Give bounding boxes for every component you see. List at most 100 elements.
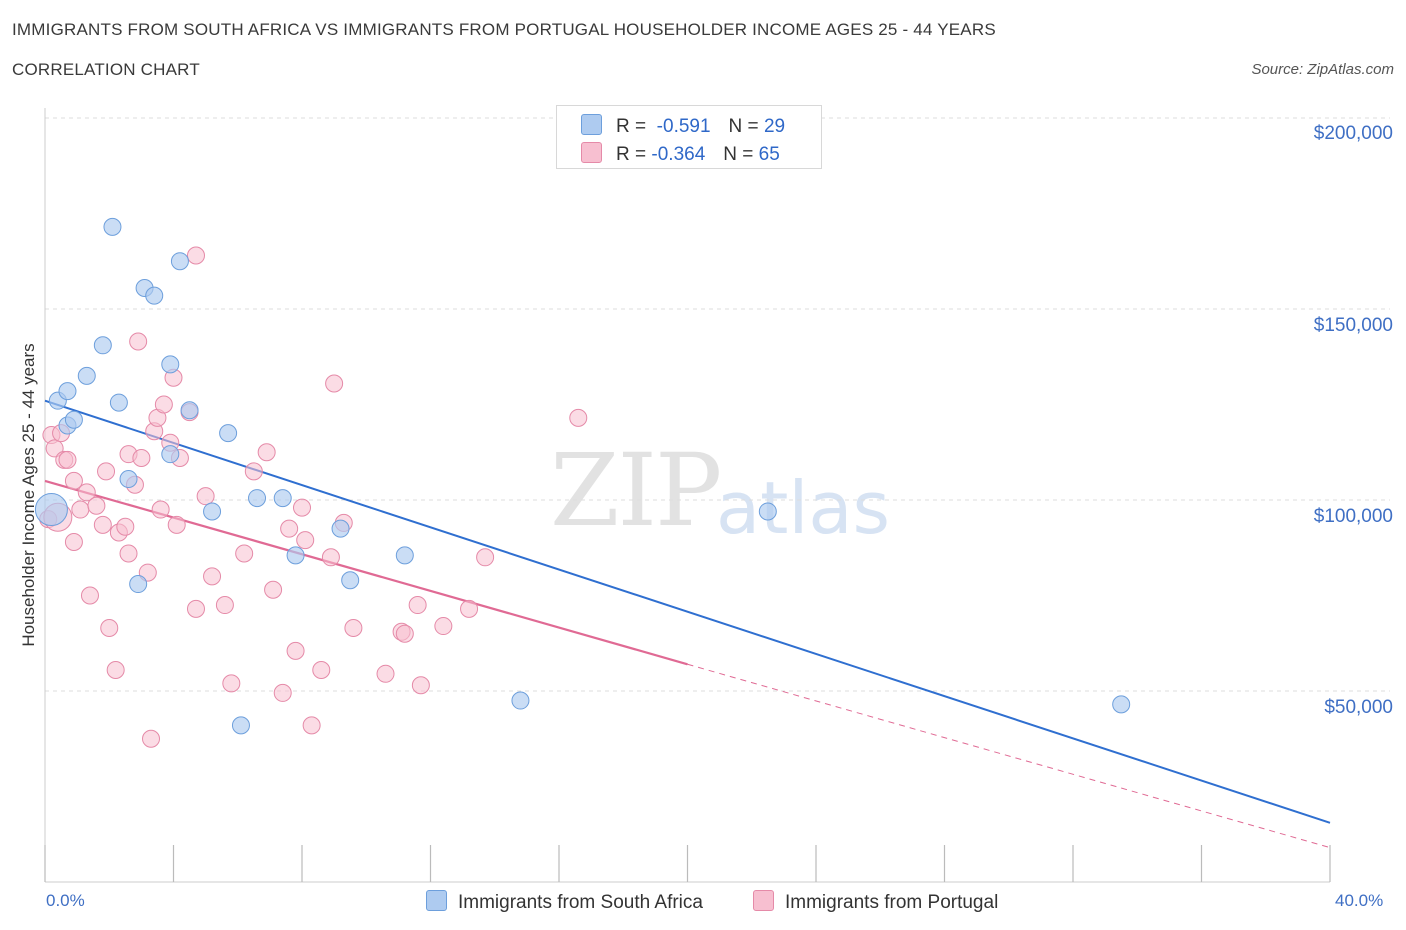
point-portugal	[58, 450, 77, 469]
point-south-africa	[341, 571, 360, 590]
point-portugal	[476, 548, 495, 567]
point-portugal	[344, 618, 363, 637]
south-africa-swatch	[581, 114, 602, 135]
y-tick-label-100000: $100,000	[1313, 506, 1393, 527]
point-portugal	[132, 448, 151, 467]
portugal-swatch	[581, 142, 602, 163]
point-portugal	[129, 332, 148, 351]
source-label: Source: ZipAtlas.com	[1251, 61, 1394, 78]
point-portugal	[235, 544, 254, 563]
point-south-africa	[1112, 695, 1131, 714]
point-portugal	[280, 519, 299, 538]
n-label: N =	[723, 144, 754, 165]
south-africa-swatch	[426, 890, 447, 911]
point-south-africa	[64, 410, 83, 429]
point-portugal	[286, 641, 305, 660]
n-label: N =	[728, 116, 759, 137]
trend-lines	[44, 399, 1331, 849]
point-portugal	[97, 462, 116, 481]
point-south-africa	[273, 489, 292, 508]
point-south-africa	[93, 336, 112, 355]
point-portugal	[100, 618, 119, 637]
point-portugal	[460, 599, 479, 618]
point-portugal	[257, 443, 276, 462]
point-portugal	[244, 462, 263, 481]
point-portugal	[87, 496, 106, 515]
point-portugal	[302, 716, 321, 735]
point-portugal	[395, 624, 414, 643]
point-south-africa	[109, 393, 128, 412]
y-tick-label-50000: $50,000	[1324, 697, 1393, 718]
n-value: 29	[763, 116, 786, 137]
point-south-africa	[286, 546, 305, 565]
point-south-africa	[203, 502, 222, 521]
point-south-africa	[180, 401, 199, 420]
point-portugal	[312, 660, 331, 679]
point-south-africa	[248, 489, 267, 508]
point-portugal	[64, 533, 83, 552]
point-south-africa	[161, 355, 180, 374]
point-south-africa	[219, 424, 238, 443]
point-portugal	[71, 500, 90, 519]
point-portugal	[222, 674, 241, 693]
point-portugal	[93, 515, 112, 534]
point-south-africa	[331, 519, 350, 538]
axes	[44, 108, 1331, 883]
n-value: 65	[758, 144, 780, 165]
point-portugal	[408, 596, 427, 615]
point-portugal	[203, 567, 222, 586]
chart-title: IMMIGRANTS FROM SOUTH AFRICA VS IMMIGRAN…	[12, 20, 996, 39]
point-south-africa	[231, 716, 250, 735]
trend-line-south-africa	[44, 399, 1331, 824]
x-tick-label-min: 0.0%	[46, 891, 85, 910]
point-south-africa	[103, 217, 122, 236]
point-portugal	[64, 471, 83, 490]
stats-legend: R = -0.591 N = 29 R = -0.364 N = 65	[556, 105, 822, 169]
point-portugal	[142, 729, 161, 748]
chart-subtitle: CORRELATION CHART	[12, 60, 200, 79]
point-portugal	[167, 515, 186, 534]
y-tick-label-200000: $200,000	[1313, 123, 1393, 144]
point-south-africa	[161, 445, 180, 464]
point-portugal	[196, 487, 215, 506]
point-south-africa	[170, 252, 189, 271]
legend-row-portugal: R = -0.364 N = 65	[581, 142, 780, 166]
point-south-africa	[129, 575, 148, 594]
point-south-africa	[395, 546, 414, 565]
legend-label: Immigrants from Portugal	[785, 892, 999, 913]
point-portugal	[80, 586, 99, 605]
y-tick-label-150000: $150,000	[1313, 315, 1393, 336]
point-portugal	[138, 563, 157, 582]
point-portugal	[264, 580, 283, 599]
r-value: -0.591	[656, 116, 711, 137]
point-portugal	[77, 483, 96, 502]
point-south-africa	[119, 469, 138, 488]
point-portugal	[293, 498, 311, 517]
point-portugal	[434, 617, 453, 636]
point-south-africa	[58, 382, 77, 401]
point-portugal	[116, 517, 135, 536]
point-portugal	[186, 599, 205, 618]
point-south-africa	[77, 366, 96, 385]
point-portugal	[154, 395, 173, 414]
data-points	[34, 217, 1131, 748]
r-label: R =	[616, 116, 647, 137]
point-portugal	[215, 596, 234, 615]
trend-line-portugal-extension	[687, 663, 1331, 849]
point-south-africa	[34, 493, 68, 527]
grid-lines	[45, 117, 1390, 692]
point-south-africa	[145, 286, 164, 305]
bottom-legend-south-africa: Immigrants from South Africa	[426, 890, 703, 914]
point-portugal	[296, 531, 315, 550]
point-south-africa	[758, 502, 777, 521]
r-label: R =	[616, 144, 647, 165]
point-portugal	[186, 246, 205, 265]
point-portugal	[106, 660, 125, 679]
point-portugal	[376, 664, 395, 683]
point-portugal	[273, 683, 292, 702]
legend-label: Immigrants from South Africa	[458, 892, 703, 913]
watermark-zip: ZIP	[550, 432, 722, 549]
bottom-legend-portugal: Immigrants from Portugal	[753, 890, 998, 914]
point-portugal	[325, 374, 344, 393]
